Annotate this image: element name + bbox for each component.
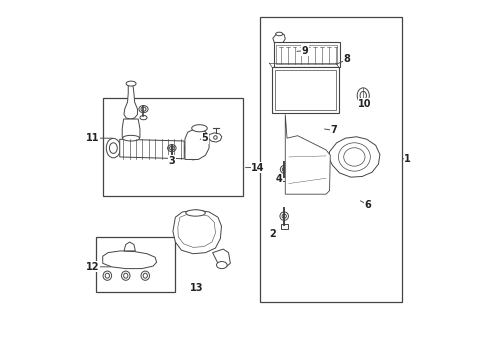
Polygon shape: [184, 129, 209, 159]
Text: 3: 3: [168, 156, 175, 166]
Ellipse shape: [109, 143, 117, 153]
Ellipse shape: [126, 81, 136, 86]
Bar: [260, 17, 402, 302]
Text: 1: 1: [404, 154, 410, 164]
Bar: [274, 70, 335, 110]
Text: 11: 11: [86, 133, 100, 143]
Bar: [96, 237, 175, 292]
Ellipse shape: [191, 125, 207, 132]
Text: 9: 9: [301, 46, 307, 56]
Ellipse shape: [143, 273, 147, 278]
Text: 10: 10: [358, 99, 371, 109]
Ellipse shape: [121, 271, 130, 280]
Ellipse shape: [279, 212, 288, 220]
Ellipse shape: [169, 146, 174, 150]
Text: 4: 4: [275, 174, 282, 184]
Ellipse shape: [343, 148, 364, 166]
Bar: [102, 99, 242, 196]
Bar: [280, 176, 287, 181]
Text: 8: 8: [343, 54, 350, 64]
Polygon shape: [285, 114, 329, 194]
Text: 7: 7: [330, 125, 337, 135]
Text: 13: 13: [189, 283, 203, 293]
Ellipse shape: [103, 271, 111, 280]
Polygon shape: [122, 119, 140, 138]
Ellipse shape: [106, 138, 120, 158]
Polygon shape: [173, 210, 221, 254]
Bar: [168, 155, 175, 159]
Ellipse shape: [167, 145, 176, 152]
Ellipse shape: [185, 210, 205, 216]
Ellipse shape: [282, 167, 285, 171]
Bar: [272, 67, 338, 113]
Ellipse shape: [141, 271, 149, 280]
Text: 12: 12: [86, 262, 100, 272]
Ellipse shape: [280, 166, 287, 173]
Ellipse shape: [275, 32, 282, 36]
Text: 14: 14: [251, 163, 264, 172]
Ellipse shape: [105, 273, 109, 278]
Polygon shape: [212, 249, 230, 267]
Ellipse shape: [356, 88, 368, 103]
Bar: [273, 42, 340, 67]
Bar: [280, 224, 287, 229]
Ellipse shape: [216, 261, 226, 269]
Polygon shape: [178, 214, 215, 247]
Text: 2: 2: [269, 229, 276, 239]
Polygon shape: [124, 84, 137, 119]
Polygon shape: [272, 33, 285, 44]
Ellipse shape: [140, 116, 147, 120]
Ellipse shape: [123, 273, 128, 278]
Polygon shape: [102, 251, 156, 269]
Ellipse shape: [184, 139, 201, 160]
Ellipse shape: [122, 135, 139, 141]
Polygon shape: [124, 242, 135, 251]
Ellipse shape: [213, 136, 217, 139]
Polygon shape: [208, 133, 222, 142]
Ellipse shape: [282, 214, 286, 218]
Ellipse shape: [359, 91, 366, 100]
Ellipse shape: [139, 105, 148, 113]
Text: 6: 6: [364, 200, 370, 210]
Polygon shape: [120, 139, 184, 159]
Text: 5: 5: [201, 133, 208, 143]
Ellipse shape: [141, 107, 145, 111]
Ellipse shape: [338, 143, 369, 171]
Ellipse shape: [188, 143, 198, 156]
Bar: [276, 45, 337, 64]
Polygon shape: [328, 137, 379, 177]
